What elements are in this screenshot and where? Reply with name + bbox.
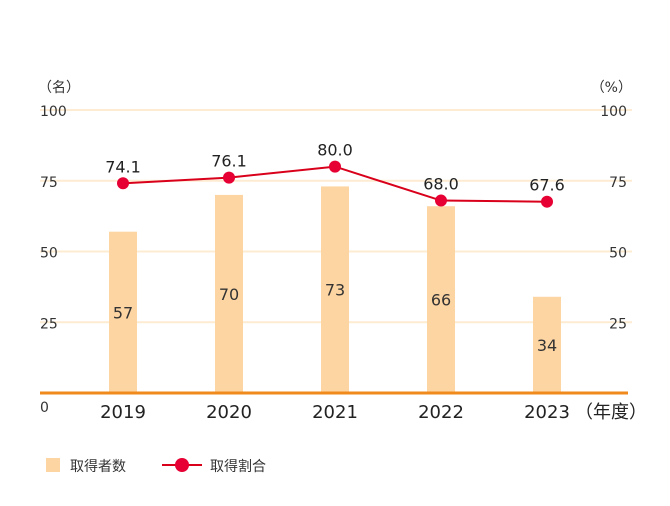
bar: [109, 231, 137, 393]
line-value-label: 68.0: [423, 175, 459, 194]
bar-value-label: 70: [219, 285, 239, 304]
line-point: [329, 160, 341, 173]
left-tick-label: 50: [40, 246, 58, 262]
bar: [321, 186, 349, 393]
legend-bar-label: 取得者数: [70, 458, 126, 475]
left-tick-label: 0: [40, 400, 49, 416]
line-point: [223, 171, 235, 184]
left-tick-label: 100: [40, 104, 67, 120]
line-value-label: 74.1: [105, 157, 141, 176]
line-point: [435, 194, 447, 207]
line-value-label: 80.0: [317, 141, 353, 160]
left-tick-label: 75: [40, 175, 58, 191]
bar: [215, 194, 243, 393]
right-tick-label: 100: [600, 104, 627, 120]
legend: 取得者数 取得割合: [46, 458, 266, 475]
bar: [427, 206, 455, 393]
right-tick-label: 25: [609, 316, 627, 332]
legend-line-label: 取得割合: [210, 458, 266, 475]
line-value-label: 67.6: [529, 176, 565, 195]
right-axis-unit: （%）: [591, 80, 632, 96]
right-tick-label: 50: [609, 246, 627, 262]
bar-value-label: 73: [325, 281, 345, 300]
line-series: [117, 160, 553, 208]
bar-value-label: 57: [113, 303, 133, 322]
legend-line-marker: [175, 458, 189, 472]
x-axis-unit: （年度）: [575, 402, 647, 423]
line-point: [541, 195, 553, 208]
right-tick-label: 75: [609, 175, 627, 191]
bar-value-label: 66: [431, 291, 451, 310]
axes: 0 25 50 75 100 25 50 75 100 2019 2020 2021 2022 2023: [40, 104, 628, 423]
x-tick-label: 2020: [206, 402, 252, 423]
x-tick-label: 2023: [524, 402, 570, 423]
line-value-label: 76.1: [211, 152, 247, 171]
left-axis-unit: （名）: [38, 80, 80, 96]
line-point: [117, 177, 129, 190]
bar-value-label: 34: [537, 336, 557, 355]
labels: 57 70 73 66 34 74.1 76.1 80.0 68.0 67.6: [105, 141, 565, 355]
x-tick-label: 2022: [418, 402, 464, 423]
bar-series: [109, 186, 561, 393]
x-tick-label: 2021: [312, 402, 358, 423]
legend-bar-swatch: [46, 458, 60, 472]
x-tick-label: 2019: [100, 402, 146, 423]
bar: [533, 296, 561, 393]
left-tick-label: 25: [40, 316, 58, 332]
